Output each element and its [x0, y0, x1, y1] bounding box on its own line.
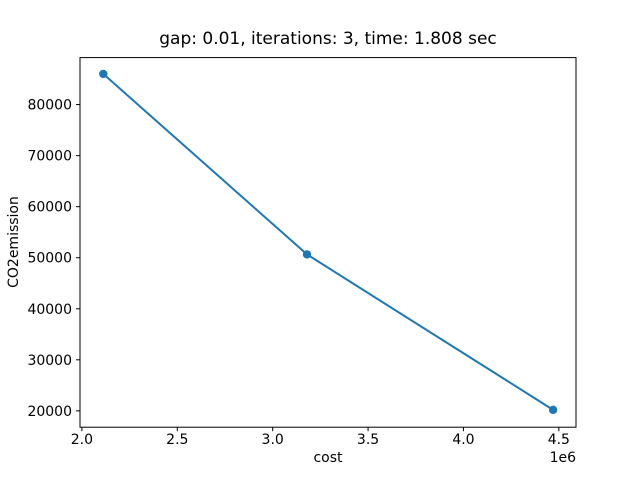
x-axis-label: cost — [313, 450, 343, 466]
data-point-marker — [302, 250, 312, 259]
x-tick-label: 3.5 — [357, 432, 379, 448]
y-tick-label: 40000 — [27, 302, 72, 318]
y-tick-label: 60000 — [27, 200, 72, 216]
y-tick-label: 50000 — [27, 251, 72, 267]
y-tick-label: 70000 — [27, 149, 72, 165]
y-tick-label: 30000 — [27, 353, 72, 369]
data-point-marker — [99, 69, 108, 79]
x-tick-label: 2.5 — [166, 432, 188, 448]
x-tick-label: 4.0 — [452, 432, 474, 448]
axes-frame — [79, 57, 577, 428]
data-line — [102, 72, 555, 411]
x-axis-offset-label: 1e6 — [549, 450, 576, 466]
x-tick-label: 3.0 — [262, 432, 284, 448]
y-tick-label: 80000 — [27, 98, 72, 114]
data-point-marker — [548, 405, 558, 415]
x-tick-label: 4.5 — [548, 432, 570, 448]
chart-title: gap: 0.01, iterations: 3, time: 1.808 se… — [159, 29, 497, 49]
x-tick-label: 2.0 — [71, 432, 93, 448]
y-tick-label: 20000 — [27, 404, 72, 420]
